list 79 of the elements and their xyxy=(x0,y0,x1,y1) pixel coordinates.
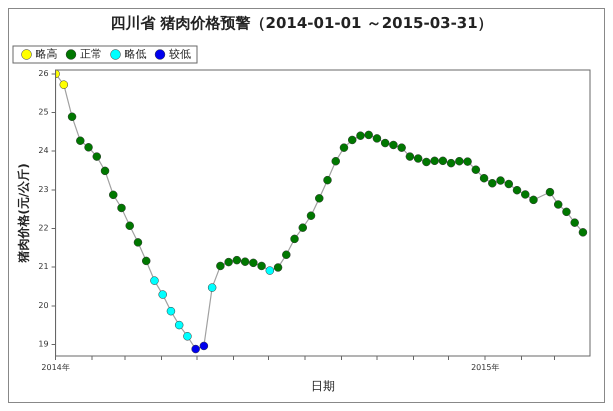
chart-title: 四川省 猪肉价格预警（2014-01-01 ～2015-03-31） xyxy=(110,14,493,32)
point xyxy=(298,223,308,232)
point xyxy=(512,186,522,194)
point xyxy=(76,136,85,145)
point xyxy=(92,152,102,161)
point xyxy=(504,180,514,188)
point xyxy=(422,158,431,166)
point xyxy=(306,211,316,220)
point xyxy=(397,143,406,152)
point xyxy=(438,156,448,166)
point xyxy=(200,342,208,350)
x-axis-title: 日期 xyxy=(310,378,335,393)
point xyxy=(496,176,505,185)
point xyxy=(463,157,472,166)
point xyxy=(562,208,571,216)
y-tick-label: 24 xyxy=(38,146,49,156)
point xyxy=(191,344,200,354)
point xyxy=(240,257,250,266)
y-tick-label: 23 xyxy=(38,184,49,194)
point xyxy=(554,200,562,209)
point xyxy=(232,256,242,264)
point xyxy=(529,196,538,204)
point xyxy=(348,136,356,144)
point xyxy=(208,283,216,292)
point xyxy=(480,174,488,182)
point xyxy=(166,306,176,316)
point xyxy=(446,158,456,168)
y-tick-label: 22 xyxy=(38,224,49,233)
point xyxy=(546,188,554,196)
point xyxy=(274,263,282,272)
point xyxy=(340,143,348,152)
point xyxy=(216,262,225,270)
point xyxy=(521,190,530,199)
point xyxy=(84,143,93,152)
point xyxy=(430,156,439,166)
point xyxy=(125,222,134,230)
point xyxy=(224,258,233,266)
point xyxy=(472,165,480,174)
point xyxy=(142,256,150,266)
point xyxy=(389,140,398,150)
y-tick-label: 26 xyxy=(38,68,49,78)
x-tick-label: 2015年 xyxy=(471,362,500,372)
point xyxy=(117,204,126,212)
point xyxy=(488,178,497,188)
x-tick-label: 2014年 xyxy=(41,362,70,372)
legend-label: 略低 xyxy=(124,47,146,60)
point xyxy=(380,138,390,148)
point xyxy=(158,290,167,299)
point xyxy=(257,262,266,270)
point xyxy=(372,134,382,143)
legend-label: 正常 xyxy=(80,47,102,60)
y-tick-label: 19 xyxy=(38,339,49,348)
y-tick-label: 21 xyxy=(38,262,49,272)
legend-label: 较低 xyxy=(169,47,191,60)
point xyxy=(266,266,274,275)
point xyxy=(282,250,291,259)
point xyxy=(174,320,184,330)
point xyxy=(183,332,192,341)
y-tick-label: 20 xyxy=(38,300,49,310)
point xyxy=(455,156,464,166)
point xyxy=(331,156,340,166)
point xyxy=(134,238,142,247)
y-tick-label: 25 xyxy=(38,108,49,117)
point xyxy=(249,258,258,268)
point xyxy=(109,190,118,200)
point xyxy=(68,112,76,122)
point xyxy=(406,152,414,161)
point xyxy=(578,228,588,237)
point xyxy=(323,176,332,184)
legend-label: 略高 xyxy=(36,47,58,60)
point xyxy=(290,234,299,244)
point xyxy=(100,166,110,176)
point xyxy=(414,154,422,163)
point xyxy=(570,218,579,227)
point xyxy=(150,276,159,285)
point xyxy=(315,194,324,203)
y-axis-title: 猪肉价格(元/公斤) xyxy=(16,163,30,264)
point xyxy=(356,131,365,140)
point xyxy=(364,130,373,140)
